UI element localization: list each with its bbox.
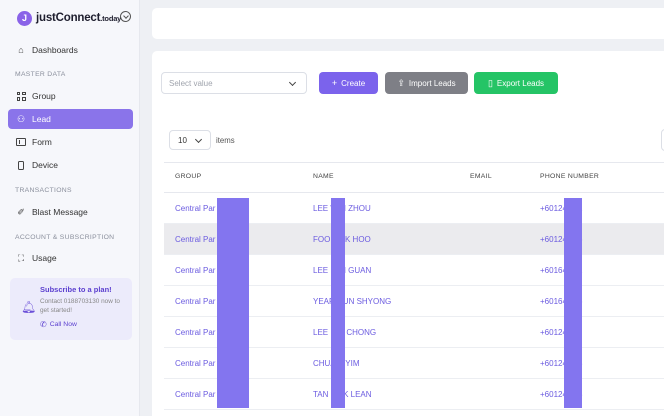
- table-divider: [164, 192, 664, 193]
- brand-name: justConnect.today: [36, 12, 122, 24]
- redaction-bar: [331, 198, 345, 408]
- subscribe-promo: 🔔︎ Subscribe to a plan! Contact 01887031…: [10, 278, 132, 340]
- leads-card: Select value + Create ⇪ Import Leads ▯ E…: [152, 51, 664, 416]
- brand[interactable]: J justConnect.today: [17, 9, 137, 27]
- sidebar-item-dashboards[interactable]: ⌂ Dashboards: [8, 40, 133, 60]
- cell-group[interactable]: Central Par: [175, 390, 216, 399]
- cell-group[interactable]: Central Par: [175, 328, 216, 337]
- section-label-transactions: TRANSACTIONS: [15, 187, 72, 194]
- phone-icon: ✆: [40, 320, 47, 329]
- promo-text: Contact 0188703130 now to get started!: [40, 298, 120, 314]
- export-leads-button[interactable]: ▯ Export Leads: [474, 72, 558, 94]
- items-per-page-select[interactable]: 10: [169, 130, 211, 150]
- grid-icon: [16, 91, 26, 101]
- table-divider: [164, 162, 664, 163]
- file-icon: ▯: [487, 77, 493, 88]
- cell-group[interactable]: Central Par: [175, 266, 216, 275]
- sidebar-item-form[interactable]: Form: [8, 132, 133, 152]
- items-label: items: [216, 136, 235, 145]
- bell-icon: 🔔︎: [21, 300, 37, 314]
- column-header-email[interactable]: EMAIL: [470, 173, 492, 180]
- group-filter-select[interactable]: Select value: [161, 72, 307, 94]
- column-header-name[interactable]: NAME: [313, 173, 334, 180]
- sidebar-item-device[interactable]: Device: [8, 155, 133, 175]
- sidebar: J justConnect.today ⌂ Dashboards MASTER …: [0, 0, 140, 416]
- search-box[interactable]: [661, 129, 664, 151]
- cell-phone: +60124 311: [540, 328, 582, 337]
- form-icon: [16, 137, 26, 147]
- cell-group[interactable]: Central Par: [175, 359, 216, 368]
- import-leads-button[interactable]: ⇪ Import Leads: [385, 72, 468, 94]
- cell-phone: +60164 016: [540, 297, 583, 306]
- section-label-master-data: MASTER DATA: [15, 71, 66, 78]
- cell-phone: +60124 315: [540, 390, 583, 399]
- cell-phone: +60124 331: [540, 204, 583, 213]
- sidebar-item-group[interactable]: Group: [8, 86, 133, 106]
- sidebar-item-blast-message[interactable]: ✐ Blast Message: [17, 206, 88, 218]
- home-icon: ⌂: [18, 45, 24, 55]
- chevron-down-icon: [288, 78, 297, 87]
- cell-phone: +60124 316: [540, 235, 583, 244]
- column-header-group[interactable]: GROUP: [175, 173, 202, 180]
- cell-group[interactable]: Central Par: [175, 297, 216, 306]
- brand-logo-icon: J: [17, 10, 32, 26]
- promo-title: Subscribe to a plan!: [40, 285, 112, 294]
- cell-name[interactable]: YEAR HUN SHYONG: [313, 297, 392, 306]
- user-icon: ⚇: [16, 113, 26, 124]
- chart-icon: ⛶: [17, 252, 25, 263]
- sidebar-item-lead[interactable]: ⚇ Lead: [8, 109, 133, 129]
- cell-group[interactable]: Central Par: [175, 204, 216, 213]
- redaction-bar: [564, 198, 582, 408]
- rocket-icon: ✐: [17, 206, 25, 217]
- section-label-account: ACCOUNT & SUBSCRIPTION: [15, 234, 115, 241]
- chevron-down-icon: [194, 135, 203, 144]
- table-row[interactable]: Central Par YEAR HUN SHYONG +60164 016: [164, 286, 664, 317]
- sidebar-item-usage[interactable]: ⛶ Usage: [17, 252, 57, 264]
- call-now-link[interactable]: ✆ Call Now: [40, 320, 77, 329]
- upload-icon: ⇪: [397, 77, 405, 88]
- cell-phone: +60124 885: [540, 359, 583, 368]
- cell-phone: +60164 892: [540, 266, 583, 275]
- account-menu-chevron-icon[interactable]: [120, 11, 131, 22]
- plus-icon: +: [331, 78, 338, 88]
- column-header-phone[interactable]: PHONE NUMBER: [540, 173, 600, 180]
- redaction-bar: [217, 198, 249, 408]
- cell-group[interactable]: Central Par: [175, 235, 216, 244]
- top-bar: [152, 8, 664, 39]
- device-icon: [16, 160, 26, 170]
- create-button[interactable]: + Create: [319, 72, 378, 94]
